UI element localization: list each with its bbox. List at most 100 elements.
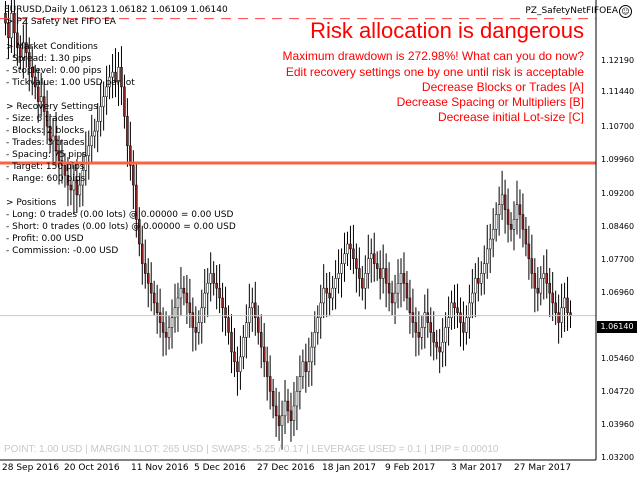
candles-group [4, 0, 572, 450]
bearish-candle [554, 302, 557, 313]
bearish-candle [545, 273, 548, 284]
bearish-candle [408, 297, 412, 313]
short-positions-text: - Short: 0 trades (0.00 lots) @ 0.00000 … [6, 222, 236, 232]
bearish-candle [405, 283, 409, 299]
current-price-box: 1.06140 [597, 321, 637, 333]
bullish-candle [423, 312, 427, 328]
bearish-candle [435, 341, 438, 348]
blocks-text: - Blocks: 2 blocks [6, 126, 85, 136]
bearish-candle [257, 317, 260, 333]
bearish-candle [438, 346, 441, 353]
price-tick-label: 1.10700 [601, 122, 635, 131]
price-tick-label: 1.09960 [601, 155, 635, 164]
bearish-candle [277, 415, 281, 426]
bearish-candle [120, 67, 123, 88]
bullish-candle [340, 263, 343, 274]
bearish-candle [414, 322, 418, 333]
bearish-candle [557, 312, 560, 323]
smiley-icon[interactable]: ☺ [619, 5, 632, 18]
bearish-candle [141, 243, 144, 264]
bullish-candle [485, 248, 489, 264]
bullish-candle [334, 278, 337, 289]
bottom-info-bar: POINT: 1.00 USD | MARGIN 1LOT: 265 USD |… [4, 444, 499, 455]
price-tick-label: 1.04720 [601, 387, 635, 396]
bearish-candle [268, 376, 272, 392]
bearish-candle [358, 268, 361, 279]
bullish-candle [367, 258, 370, 274]
bearish-candle [254, 302, 257, 318]
bearish-candle [384, 268, 388, 284]
tickvalue-text: - Tickvalue: 1.00 USD per lot [6, 78, 135, 88]
bearish-candle [411, 312, 415, 323]
ea-title: > PZ Safety Net FIFO EA [6, 17, 116, 27]
symbol-info: EURUSD,Daily 1.06123 1.06182 1.06109 1.0… [4, 5, 228, 15]
bearish-candle [304, 361, 308, 372]
bullish-candle [242, 337, 245, 358]
bearish-candle [372, 253, 376, 264]
bearish-candle [36, 86, 40, 102]
date-tick-label: 18 Jan 2017 [322, 463, 376, 473]
bullish-candle [447, 317, 450, 328]
bullish-candle [310, 346, 314, 363]
bearish-candle [375, 263, 379, 269]
warning-line-drawdown: Maximum drawdown is 272.98%! What can yo… [282, 49, 584, 63]
ea-name: PZ_SafetyNetFIFOEA [525, 6, 618, 16]
bearish-candle [66, 175, 70, 186]
bearish-candle [57, 150, 61, 161]
bullish-candle [167, 327, 171, 338]
profit-text: - Profit: 0.00 USD [6, 234, 84, 244]
bearish-candle [135, 184, 138, 220]
bullish-candle [307, 361, 311, 372]
bearish-candle [566, 297, 569, 313]
bullish-candle [337, 273, 340, 279]
bearish-candle [262, 346, 266, 363]
bullish-candle [542, 273, 545, 279]
bearish-candle [45, 111, 49, 127]
bearish-candle [328, 292, 331, 299]
bullish-candle [96, 121, 99, 132]
spacing-text: - Spacing: 75 pips [6, 150, 87, 160]
bearish-candle [274, 405, 278, 417]
bullish-candle [364, 273, 367, 289]
bullish-candle [239, 356, 242, 372]
bullish-candle [370, 253, 373, 259]
bullish-candle [515, 204, 519, 220]
price-tick-label: 1.06960 [601, 288, 635, 297]
bearish-candle [129, 145, 132, 166]
bearish-candle [509, 224, 513, 230]
bullish-candle [295, 391, 299, 407]
bullish-candle [474, 278, 477, 294]
bearish-candle [459, 312, 462, 323]
bearish-candle [271, 391, 275, 407]
bearish-candle [524, 229, 528, 245]
bullish-candle [346, 243, 349, 255]
bearish-candle [456, 307, 459, 313]
bearish-candle [417, 332, 421, 338]
bearish-candle [521, 214, 525, 230]
bearish-candle [158, 312, 162, 323]
bullish-candle [343, 253, 346, 264]
long-positions-text: - Long: 0 trades (0.00 lots) @ 0.00000 =… [6, 210, 234, 220]
price-tick-label: 1.08460 [601, 222, 635, 231]
bullish-candle [10, 13, 13, 39]
bearish-candle [506, 209, 510, 225]
bullish-candle [176, 297, 180, 309]
bearish-candle [548, 283, 551, 294]
bearish-candle [462, 322, 465, 333]
bearish-candle [31, 67, 34, 78]
bearish-candle [426, 312, 430, 323]
bearish-candle [149, 283, 153, 294]
bullish-candle [111, 71, 114, 78]
bullish-candle [450, 302, 453, 318]
bearish-candle [146, 273, 150, 284]
bearish-candle [402, 273, 406, 284]
bullish-candle [170, 317, 174, 328]
market-conditions-title: > Market Conditions [6, 42, 98, 52]
bearish-candle [477, 278, 480, 284]
bullish-candle [465, 317, 468, 333]
bullish-candle [301, 361, 305, 377]
bearish-candle [144, 263, 147, 274]
size-text: - Size: 6 trades [6, 114, 74, 124]
